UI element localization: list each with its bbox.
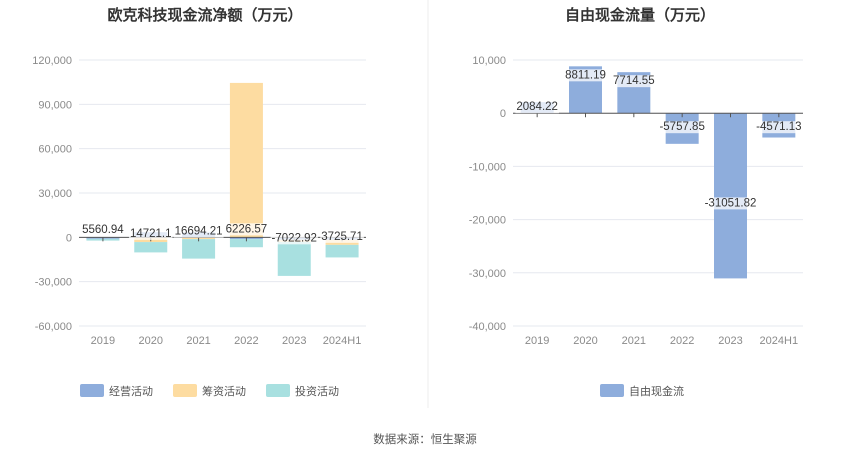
data-label: 5560.94 [82, 224, 124, 236]
data-label-halo [612, 75, 656, 88]
cash-flow-net-chart: 欧克科技现金流净额（万元） 120,000 90,000 60,000 30,000 0… [32, 6, 366, 398]
x-tick-label: 2021 [186, 335, 210, 347]
y-tick-label: -60,000 [35, 321, 72, 333]
data-label: 7714.55 [613, 75, 655, 87]
bar-筹资活动[interactable] [229, 82, 263, 238]
legend-label[interactable]: 经营活动 [109, 384, 153, 398]
data-label: 16694.21 [175, 226, 223, 238]
bar-投资活动[interactable] [325, 244, 359, 258]
bar[interactable] [714, 113, 747, 279]
legend-label[interactable]: 自由现金流 [629, 384, 684, 398]
legend-swatch[interactable] [173, 384, 197, 397]
y-axis-ticks: 10,000 0 -10,000 -20,000 -30,000 -40,000 [469, 55, 506, 333]
data-label: 6226.57 [226, 223, 268, 235]
legend-swatch[interactable] [80, 384, 104, 397]
x-tick-label: 2023 [718, 335, 742, 347]
free-cash-flow-chart: 自由现金流量（万元） 10,000 0 -10,000 -20,000 -30,000 -… [469, 6, 803, 398]
x-axis-ticks: 2019 2020 2021 2022 2023 2024H1 [91, 237, 362, 347]
data-label: 2084.22 [516, 101, 558, 113]
y-tick-label: -30,000 [35, 277, 72, 289]
bar-投资活动[interactable] [134, 242, 168, 253]
y-axis-ticks: 120,000 90,000 60,000 30,000 0 -30,000 -60,000 [32, 55, 72, 333]
bar-投资活动[interactable] [182, 239, 216, 259]
data-label-halo [658, 121, 706, 134]
legend-label[interactable]: 投资活动 [295, 384, 339, 398]
data-label-halo [703, 197, 758, 210]
data-label-halo [81, 224, 126, 237]
legend-swatch[interactable] [266, 384, 290, 397]
data-labels: 5560.94 14721.1 16694.21 6226.57 -7022.92 372… [81, 223, 364, 245]
data-label-halo [128, 227, 173, 240]
x-tick-label: 2023 [282, 335, 306, 347]
x-tick-label: 2024H1 [323, 335, 362, 347]
x-tick-label: 2020 [573, 335, 597, 347]
legend[interactable]: 经营活动 筹资活动 投资活动 [80, 384, 339, 398]
y-tick-label: -40,000 [469, 321, 506, 333]
x-tick-label: 2022 [670, 335, 694, 347]
data-label-halo [270, 232, 318, 245]
y-tick-label: 0 [500, 108, 506, 120]
bars [520, 66, 796, 279]
data-label-halo [320, 230, 364, 243]
y-tick-label: 120,000 [32, 55, 72, 67]
x-tick-label: 2024H1 [760, 335, 799, 347]
x-tick-label: 2022 [234, 335, 258, 347]
x-axis-ticks: 2019 2020 2021 2022 2023 2024H1 [525, 113, 798, 347]
gridlines [513, 59, 803, 327]
data-label-halo [173, 225, 224, 238]
chart-title: 欧克科技现金流净额（万元） [107, 6, 302, 24]
data-label: -4571.13 [756, 121, 801, 133]
y-tick-label: 90,000 [38, 99, 72, 111]
data-source: 数据来源：恒生聚源 [373, 432, 477, 446]
legend[interactable]: 自由现金流 [600, 384, 684, 398]
data-label: -7022.92 [272, 232, 317, 244]
data-label-halo [755, 121, 803, 134]
bar-投资活动[interactable] [229, 239, 263, 248]
y-tick-label: -20,000 [469, 215, 506, 227]
legend-label[interactable]: 筹资活动 [202, 384, 246, 398]
y-tick-label: -10,000 [469, 161, 506, 173]
data-label-halo [564, 69, 607, 82]
data-label: 14721.1 [130, 228, 172, 240]
data-label: 3725.71 [321, 231, 363, 243]
y-tick-label: -30,000 [469, 268, 506, 280]
y-tick-label: 30,000 [38, 188, 72, 200]
y-tick-label: 60,000 [38, 144, 72, 156]
data-label: -31051.82 [705, 197, 757, 209]
x-tick-label: 2021 [622, 335, 646, 347]
y-tick-label: 0 [66, 232, 72, 244]
y-tick-label: 10,000 [472, 55, 506, 67]
data-labels: 2084.22 8811.19 7714.55 -5757.85 -31051.82 -4… [515, 69, 803, 210]
data-label: 8811.19 [565, 69, 606, 81]
x-tick-label: 2020 [139, 335, 163, 347]
bar-投资活动[interactable] [277, 241, 311, 276]
x-tick-label: 2019 [91, 335, 115, 347]
data-label-halo [515, 101, 559, 114]
data-label-halo [224, 223, 269, 236]
chart-title: 自由现金流量（万元） [565, 6, 715, 24]
legend-swatch[interactable] [600, 384, 624, 397]
x-tick-label: 2019 [525, 335, 549, 347]
bars [86, 82, 359, 276]
data-label: -5757.85 [659, 121, 704, 133]
gridlines [79, 59, 366, 327]
